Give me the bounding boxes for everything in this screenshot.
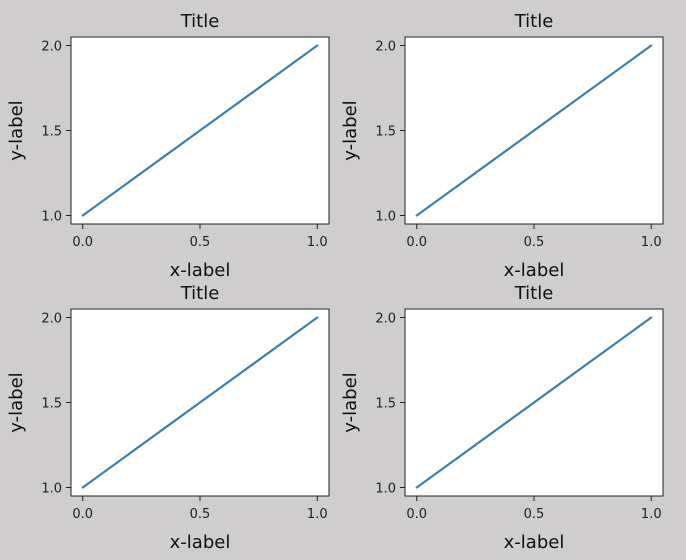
x-axis-label: x-label	[170, 260, 231, 281]
y-axis-label: y-label	[340, 100, 361, 160]
subplot-top-right: 0.0 0.5 1.0 1.0 1.5 2.0 Title x-label y-label	[334, 0, 664, 281]
subplot-bottom-left: 0.0 0.5 1.0 1.0 1.5 2.0 Title x-label y-label	[0, 272, 330, 553]
subplot-svg: 0.0 0.5 1.0 1.0 1.5 2.0 Title x-label y-label	[340, 283, 664, 553]
subplot-bottom-right: 0.0 0.5 1.0 1.0 1.5 2.0 Title x-label y-label	[334, 272, 664, 553]
x-tick-label: 0.5	[524, 235, 545, 250]
y-tick-label: 1.5	[41, 397, 62, 412]
chart-title: Title	[514, 283, 554, 304]
chart-title: Title	[514, 11, 554, 32]
x-tick-label: 1.0	[641, 507, 662, 522]
x-tick-label: 0.0	[72, 235, 93, 250]
x-tick-label: 1.0	[307, 507, 328, 522]
x-axis-label: x-label	[504, 532, 565, 553]
y-axis-label: y-label	[6, 100, 27, 160]
y-tick-label: 1.0	[41, 482, 62, 497]
x-axis-label: x-label	[170, 532, 231, 553]
y-tick-label: 1.5	[375, 397, 396, 412]
series-line	[415, 316, 653, 489]
x-tick-label: 0.5	[524, 507, 545, 522]
y-tick-label: 2.0	[375, 312, 396, 327]
x-tick-label: 0.5	[190, 235, 211, 250]
y-tick-label: 1.0	[41, 210, 62, 225]
y-tick-label: 1.5	[375, 125, 396, 140]
x-axis-label: x-label	[504, 260, 565, 281]
x-tick-label: 0.5	[190, 507, 211, 522]
chart-title: Title	[180, 11, 220, 32]
y-tick-label: 1.5	[41, 125, 62, 140]
x-tick-label: 1.0	[641, 235, 662, 250]
x-tick-label: 0.0	[406, 235, 427, 250]
subplot-svg: 0.0 0.5 1.0 1.0 1.5 2.0 Title x-label y-label	[6, 11, 330, 281]
subplot-svg: 0.0 0.5 1.0 1.0 1.5 2.0 Title x-label y-label	[340, 11, 664, 281]
x-tick-label: 1.0	[307, 235, 328, 250]
y-tick-label: 1.0	[375, 482, 396, 497]
x-tick-label: 0.0	[406, 507, 427, 522]
series-line	[415, 44, 653, 217]
subplot-svg: 0.0 0.5 1.0 1.0 1.5 2.0 Title x-label y-label	[6, 283, 330, 553]
y-tick-label: 2.0	[375, 40, 396, 55]
y-tick-label: 1.0	[375, 210, 396, 225]
y-tick-label: 2.0	[41, 312, 62, 327]
chart-title: Title	[180, 283, 220, 304]
series-line	[81, 316, 319, 489]
series-line	[81, 44, 319, 217]
y-axis-label: y-label	[6, 372, 27, 432]
x-tick-label: 0.0	[72, 507, 93, 522]
y-tick-label: 2.0	[41, 40, 62, 55]
y-axis-label: y-label	[340, 372, 361, 432]
subplot-top-left: 0.0 0.5 1.0 1.0 1.5 2.0 Title x-label y-label	[0, 0, 330, 281]
